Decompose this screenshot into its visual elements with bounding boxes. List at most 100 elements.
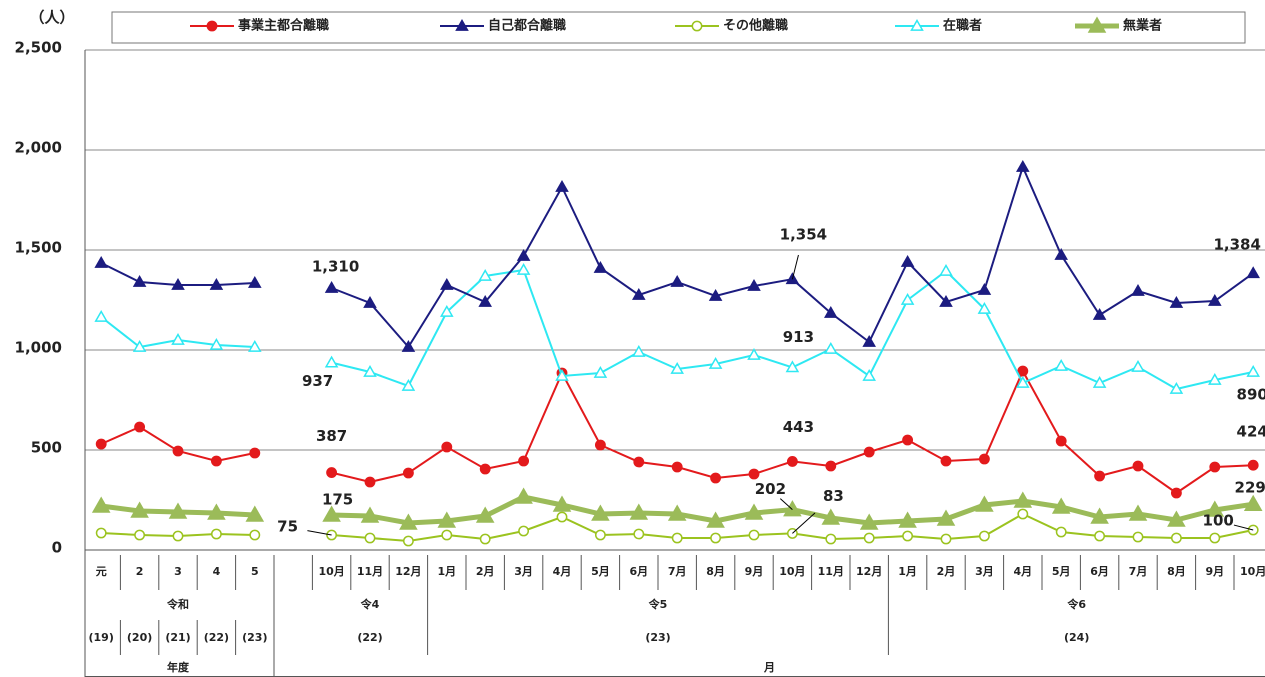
marker bbox=[249, 447, 261, 459]
marker bbox=[455, 18, 469, 31]
marker bbox=[552, 495, 572, 512]
marker bbox=[134, 421, 146, 433]
x-tick-label: 4月 bbox=[1013, 565, 1032, 578]
marker bbox=[172, 445, 184, 457]
marker bbox=[94, 309, 108, 322]
marker bbox=[210, 528, 222, 540]
marker bbox=[785, 360, 800, 373]
marker bbox=[744, 503, 764, 520]
marker bbox=[1017, 365, 1029, 377]
marker bbox=[593, 365, 608, 378]
marker bbox=[132, 274, 147, 287]
marker bbox=[401, 378, 416, 391]
marker bbox=[1054, 358, 1068, 371]
marker bbox=[1208, 372, 1222, 385]
x-group-label: (22) bbox=[357, 631, 382, 644]
marker bbox=[555, 368, 569, 381]
marker bbox=[1208, 293, 1222, 306]
leader-line bbox=[307, 530, 332, 536]
marker bbox=[326, 467, 338, 479]
marker bbox=[1094, 470, 1106, 482]
x-group-label: 令和 bbox=[166, 597, 189, 611]
x-tick-label: 元 bbox=[96, 565, 107, 578]
marker bbox=[1169, 295, 1184, 308]
marker bbox=[1167, 510, 1186, 527]
data-label: 890 bbox=[1237, 386, 1265, 404]
marker bbox=[171, 277, 185, 290]
marker bbox=[1131, 359, 1145, 372]
marker bbox=[708, 356, 723, 369]
marker bbox=[824, 341, 838, 354]
x-tick-label: 12月 bbox=[395, 565, 421, 578]
legend-label: 在職者 bbox=[943, 18, 982, 34]
data-label: 202 bbox=[755, 480, 786, 498]
marker bbox=[206, 20, 218, 32]
marker bbox=[516, 262, 531, 275]
marker bbox=[1090, 507, 1109, 524]
marker bbox=[1209, 461, 1221, 473]
marker bbox=[710, 472, 722, 484]
marker bbox=[440, 277, 454, 290]
marker bbox=[1051, 497, 1071, 514]
marker bbox=[1247, 459, 1259, 471]
marker bbox=[326, 529, 338, 541]
x-group-label: (23) bbox=[242, 631, 267, 644]
x-tick-label: 1月 bbox=[437, 565, 456, 578]
legend-label: 無業者 bbox=[1123, 18, 1162, 34]
marker bbox=[863, 532, 875, 544]
marker bbox=[171, 332, 185, 345]
data-label: 100 bbox=[1203, 512, 1234, 530]
marker bbox=[825, 460, 837, 472]
x-tick-label: 7月 bbox=[668, 565, 687, 578]
x-tick-label: 1月 bbox=[898, 565, 917, 578]
data-label: 937 bbox=[302, 372, 333, 390]
x-group-label: (24) bbox=[1064, 631, 1089, 644]
x-tick-label: 9月 bbox=[745, 565, 764, 578]
marker bbox=[402, 467, 414, 479]
marker bbox=[518, 455, 530, 467]
leader-line bbox=[792, 512, 816, 534]
marker bbox=[862, 334, 876, 347]
marker bbox=[633, 528, 645, 540]
marker bbox=[248, 275, 262, 288]
series-line bbox=[100, 164, 1254, 349]
data-label: 175 bbox=[322, 491, 353, 509]
marker bbox=[594, 529, 606, 541]
marker bbox=[324, 280, 339, 293]
marker bbox=[594, 439, 606, 451]
marker bbox=[248, 339, 262, 352]
marker bbox=[95, 527, 107, 539]
x-tick-label: 7月 bbox=[1129, 565, 1148, 578]
marker bbox=[1209, 532, 1221, 544]
data-label: 424 bbox=[1237, 423, 1265, 441]
x-tick-label: 4 bbox=[213, 565, 221, 578]
x-group-label: (23) bbox=[645, 631, 670, 644]
marker bbox=[360, 506, 380, 523]
x-group-label: (20) bbox=[127, 631, 152, 644]
marker bbox=[1246, 364, 1260, 377]
x-group-label: 年度 bbox=[167, 660, 190, 674]
marker bbox=[1016, 159, 1030, 172]
marker bbox=[478, 268, 492, 281]
marker bbox=[324, 355, 339, 368]
marker bbox=[667, 504, 687, 521]
marker bbox=[1087, 16, 1107, 33]
marker bbox=[902, 434, 914, 446]
marker bbox=[978, 530, 990, 542]
marker bbox=[130, 501, 149, 518]
x-tick-label: 10月 bbox=[779, 565, 805, 578]
marker bbox=[671, 532, 683, 544]
data-label: 75 bbox=[277, 518, 298, 536]
x-tick-label: 12月 bbox=[856, 565, 882, 578]
marker bbox=[322, 505, 341, 522]
x-tick-label: 5月 bbox=[1052, 565, 1071, 578]
marker bbox=[629, 503, 649, 520]
legend-label: 事業主都合離職 bbox=[238, 18, 329, 34]
y-tick-label: 2,500 bbox=[15, 39, 62, 57]
marker bbox=[936, 509, 956, 526]
marker bbox=[747, 347, 761, 360]
marker bbox=[748, 529, 760, 541]
x-tick-label: 10月 bbox=[1240, 565, 1265, 578]
marker bbox=[910, 18, 924, 31]
marker bbox=[402, 535, 414, 547]
